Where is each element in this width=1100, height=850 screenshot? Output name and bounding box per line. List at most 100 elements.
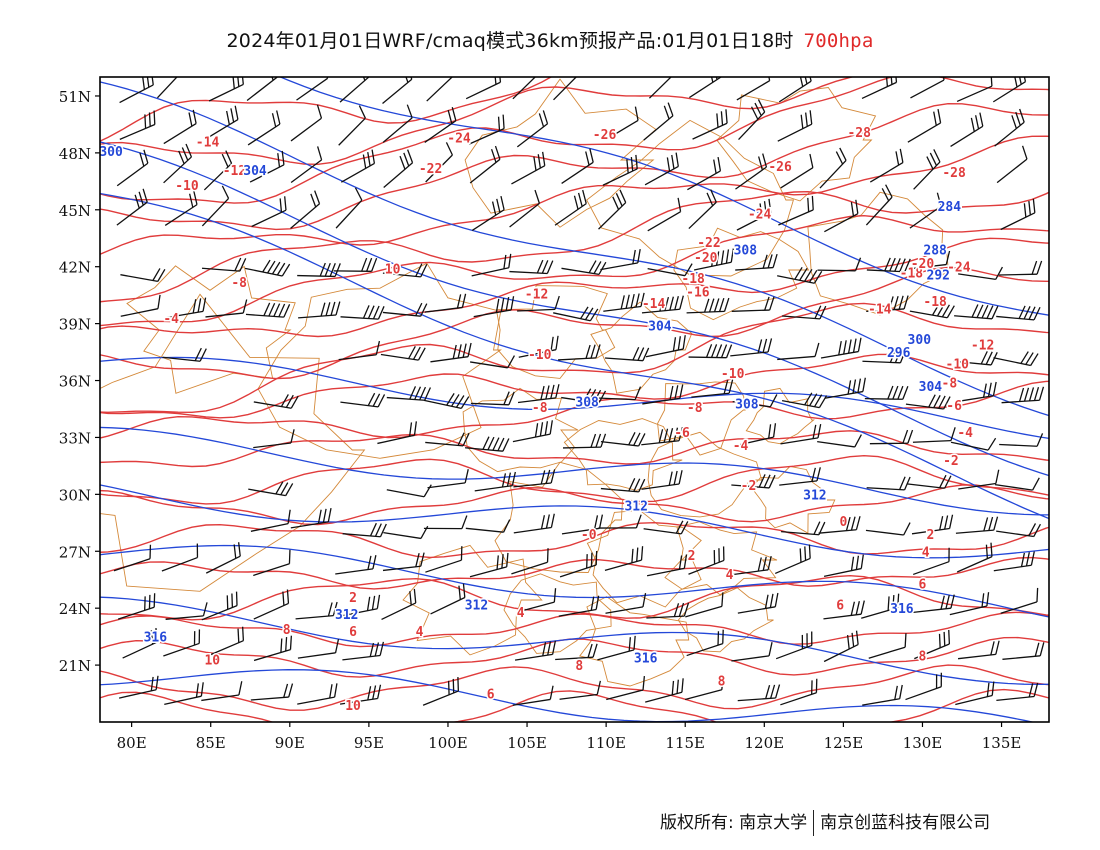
- wind-barb: [866, 295, 909, 313]
- border-line: [664, 521, 778, 596]
- wind-barb: [864, 385, 909, 400]
- lon-tick-label: 135E: [982, 734, 1022, 752]
- wind-barb: [865, 184, 893, 226]
- wind-barb: [737, 684, 781, 702]
- lon-tick-label: 85E: [196, 734, 226, 752]
- wind-barb: [685, 592, 724, 618]
- wind-barb: [383, 149, 414, 188]
- wind-barb: [949, 592, 990, 616]
- wind-barb: [643, 102, 674, 141]
- wind-barb: [340, 392, 386, 408]
- wind-barb: [117, 593, 156, 620]
- temperature-label: -4: [957, 426, 973, 441]
- temperature-label: 8: [575, 659, 583, 674]
- wind-barb: [605, 106, 639, 141]
- wind-barb: [247, 110, 281, 146]
- wind-barb: [779, 467, 821, 486]
- wind-barb: [423, 515, 468, 530]
- height-label: 308: [575, 395, 599, 410]
- wind-barb: [778, 195, 814, 226]
- wind-barb: [382, 104, 413, 143]
- wind-barb: [118, 675, 159, 699]
- wind-barb: [512, 685, 554, 706]
- wind-barb: [424, 107, 457, 143]
- wind-barb: [735, 153, 768, 190]
- wind-barb: [422, 677, 460, 706]
- wind-barb: [730, 555, 772, 576]
- wind-barb: [335, 555, 377, 575]
- wind-barb: [553, 306, 599, 322]
- border-line: [677, 587, 774, 653]
- wind-barb: [866, 476, 911, 491]
- wind-barb: [999, 260, 1043, 276]
- wind-barb: [684, 675, 724, 701]
- wind-barb: [469, 552, 509, 578]
- wind-barb: [869, 429, 914, 445]
- temperature-label: -18: [900, 266, 924, 281]
- wind-barb: [464, 436, 510, 452]
- border-line: [462, 387, 579, 473]
- wind-barb: [736, 423, 777, 446]
- province-border-lines: [100, 78, 949, 687]
- wind-barb: [825, 377, 866, 399]
- wind-barb: [996, 305, 1041, 321]
- height-label: 304: [648, 320, 672, 335]
- wind-barb: [558, 595, 600, 617]
- geopotential-isohypse: [100, 669, 1036, 722]
- temperature-label: -20: [911, 257, 935, 272]
- wind-barb: [645, 335, 686, 358]
- wind-barb: [910, 77, 945, 99]
- wind-barb: [691, 379, 734, 398]
- wind-barb: [340, 684, 382, 705]
- copyright-credit: 版权所有: 南京大学 南京创蓝科技有限公司: [660, 808, 990, 836]
- wind-barb: [957, 640, 1000, 660]
- wind-barb: [686, 297, 730, 314]
- temperature-label: -8: [687, 401, 703, 416]
- wind-barb: [604, 546, 644, 572]
- map-frame: [99, 76, 1050, 723]
- contour-labels: -14-12-10-24-22-26-26-28-28-810-4-12-24-…: [98, 125, 996, 716]
- wind-barb: [120, 268, 166, 283]
- height-label: 288: [923, 244, 947, 259]
- wind-barb: [955, 681, 995, 706]
- wind-barb: [164, 190, 198, 226]
- wind-barb: [819, 147, 847, 189]
- height-label: 300: [908, 333, 932, 348]
- wind-barb: [253, 549, 291, 577]
- temperature-label: -12: [525, 287, 548, 302]
- wind-barb: [955, 381, 997, 403]
- wind-barb: [781, 392, 828, 409]
- wind-barb: [290, 190, 321, 229]
- wind-barb: [693, 248, 734, 271]
- wind-barb: [561, 514, 604, 535]
- wind-barb: [996, 523, 1041, 538]
- height-label: 300: [99, 145, 123, 160]
- wind-barb: [823, 554, 864, 577]
- temperature-label: -20: [694, 251, 718, 266]
- wind-barb: [163, 143, 193, 184]
- temperature-label: -8: [532, 401, 548, 416]
- wind-barb: [338, 340, 381, 361]
- temperature-label: -4: [733, 439, 749, 454]
- temperature-label: 10: [345, 699, 361, 714]
- wind-barb: [730, 338, 773, 357]
- wind-barb: [644, 152, 679, 186]
- wind-barb: [646, 602, 690, 619]
- wind-barb: [780, 153, 814, 189]
- geopotential-isohypse: [100, 544, 1049, 618]
- wind-barb: [817, 434, 862, 448]
- border-line: [586, 119, 795, 277]
- wind-barb: [474, 471, 516, 492]
- wind-barb: [820, 337, 862, 359]
- wind-barb: [735, 253, 778, 271]
- wind-barb: [996, 682, 1039, 701]
- wind-barb: [554, 189, 587, 226]
- wind-barb: [911, 514, 954, 535]
- geopotential-isohypse: [100, 596, 1049, 686]
- wind-barb: [645, 678, 684, 703]
- wind-barb: [201, 185, 230, 227]
- border-line: [257, 262, 502, 459]
- wind-barb: [296, 77, 329, 101]
- wind-barb: [648, 77, 672, 99]
- wind-barb: [253, 635, 293, 662]
